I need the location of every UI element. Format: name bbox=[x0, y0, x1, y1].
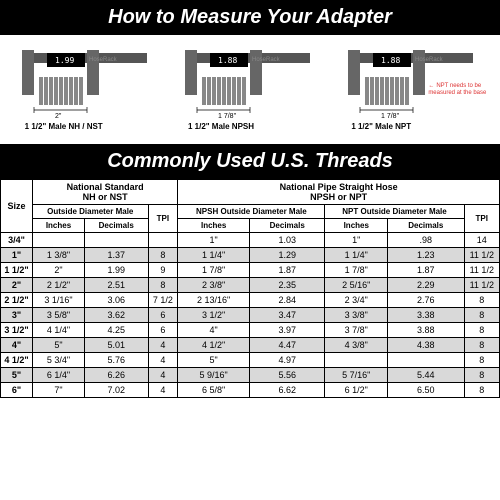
svg-text:1.88: 1.88 bbox=[218, 56, 237, 65]
caliper-diagram: 1.88 HoseRack 1 7/8" 1 1/2" Male NPSH bbox=[180, 45, 320, 131]
col-npt-od: NPT Outside Diameter Male bbox=[325, 205, 464, 219]
table-row: 5"6 1/4"6.2645 9/16"5.565 7/16"5.448 bbox=[1, 368, 500, 383]
caliper-diagram: 1.99 HoseRack 2" 1 1/2" Male NH / NST bbox=[17, 45, 157, 131]
svg-text:1.88: 1.88 bbox=[381, 56, 400, 65]
col-group-nst: National StandardNH or NST bbox=[33, 180, 178, 205]
col-tpi-1: TPI bbox=[148, 205, 178, 233]
col-npsh-od: NPSH Outside Diameter Male bbox=[178, 205, 325, 219]
col-decimals: Decimals bbox=[249, 219, 324, 233]
svg-text:HoseRack: HoseRack bbox=[89, 57, 118, 63]
table-row: 3/4"1"1.031".9814 bbox=[1, 233, 500, 248]
table-row: 2"2 1/2"2.5182 3/8"2.352 5/16"2.2911 1/2 bbox=[1, 278, 500, 293]
diagram-label: 1 1/2" Male NPSH bbox=[180, 122, 320, 131]
col-inches: Inches bbox=[33, 219, 85, 233]
caliper-diagram: 1.88 HoseRack 1 7/8" NPT needs to be mea… bbox=[343, 45, 483, 131]
svg-text:HoseRack: HoseRack bbox=[415, 57, 444, 63]
table-row: 2 1/2"3 1/16"3.067 1/22 13/16"2.842 3/4"… bbox=[1, 293, 500, 308]
table-row: 4"5"5.0144 1/2"4.474 3/8"4.388 bbox=[1, 338, 500, 353]
table-row: 6"7"7.0246 5/8"6.626 1/2"6.508 bbox=[1, 383, 500, 398]
col-inches: Inches bbox=[178, 219, 250, 233]
diagram-label: 1 1/2" Male NPT bbox=[343, 122, 483, 131]
svg-text:HoseRack: HoseRack bbox=[252, 57, 281, 63]
header-measure: How to Measure Your Adapter bbox=[0, 0, 500, 35]
table-row: 1"1 3/8"1.3781 1/4"1.291 1/4"1.2311 1/2 bbox=[1, 248, 500, 263]
svg-text:1.99: 1.99 bbox=[55, 56, 74, 65]
col-od-male: Outside Diameter Male bbox=[33, 205, 149, 219]
table-row: 3"3 5/8"3.6263 1/2"3.473 3/8"3.388 bbox=[1, 308, 500, 323]
diagram-row: 1.99 HoseRack 2" 1 1/2" Male NH / NST 1.… bbox=[0, 35, 500, 136]
svg-text:1 7/8": 1 7/8" bbox=[218, 113, 237, 120]
col-size: Size bbox=[1, 180, 33, 233]
table-row: 3 1/2"4 1/4"4.2564"3.973 7/8"3.888 bbox=[1, 323, 500, 338]
diagram-label: 1 1/2" Male NH / NST bbox=[17, 122, 157, 131]
table-row: 4 1/2"5 3/4"5.7645"4.978 bbox=[1, 353, 500, 368]
svg-text:2": 2" bbox=[55, 113, 62, 120]
col-decimals: Decimals bbox=[84, 219, 148, 233]
header-threads: Commonly Used U.S. Threads bbox=[0, 144, 500, 179]
table-body: 3/4"1"1.031".98141"1 3/8"1.3781 1/4"1.29… bbox=[1, 233, 500, 398]
svg-text:1 7/8": 1 7/8" bbox=[381, 113, 400, 120]
threads-table: Size National StandardNH or NST National… bbox=[0, 179, 500, 398]
col-group-npsh: National Pipe Straight HoseNPSH or NPT bbox=[178, 180, 500, 205]
table-row: 1 1/2"2"1.9991 7/8"1.871 7/8"1.8711 1/2 bbox=[1, 263, 500, 278]
col-tpi-2: TPI bbox=[464, 205, 499, 233]
col-inches: Inches bbox=[325, 219, 388, 233]
col-decimals: Decimals bbox=[388, 219, 465, 233]
npt-note: NPT needs to be measured at the base bbox=[428, 83, 488, 96]
